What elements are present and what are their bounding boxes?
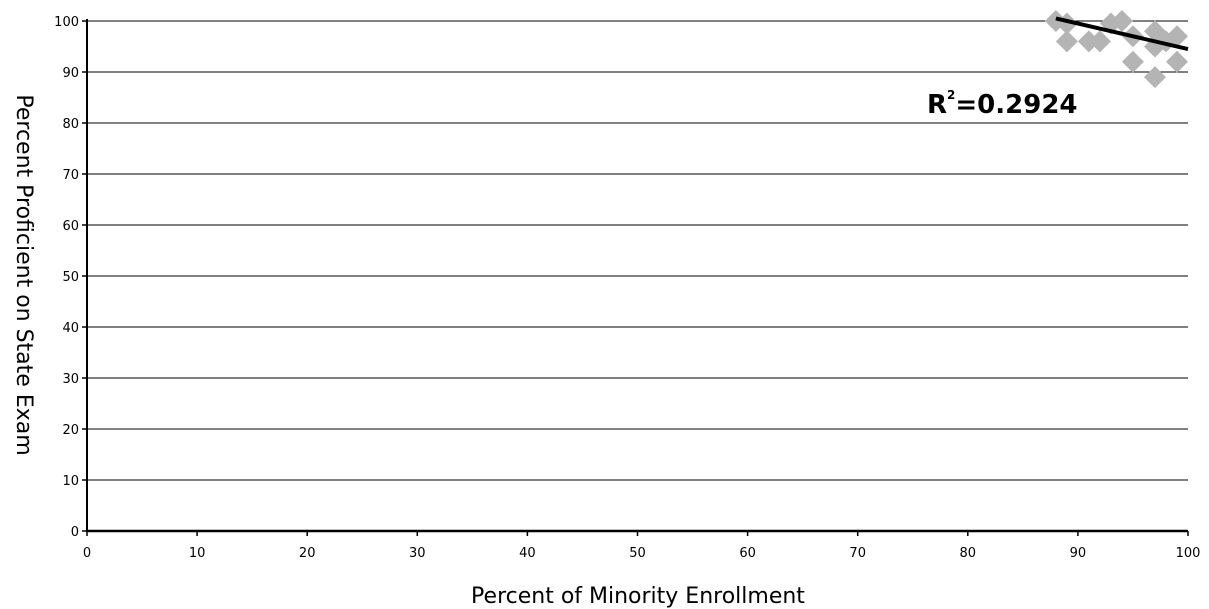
y-tick-label-60: 60 [62,219,79,234]
data-point-11 [1143,66,1166,89]
data-point-2 [1055,30,1078,53]
trendline-group [1055,16,1189,51]
x-axis-ticks: 0 10 20 30 40 50 60 70 80 90 100 [83,531,1201,561]
data-point-3 [1077,30,1100,53]
data-point-1 [1055,12,1078,35]
x-axis-title: Percent of Minority Enrollment [471,584,805,609]
y-tick-label-20: 20 [62,423,79,438]
x-tick-label-40: 40 [519,546,536,561]
axes [86,19,1188,533]
y-tick-label-30: 30 [62,372,79,387]
y-tick-label-10: 10 [62,474,79,489]
x-tick-label-0: 0 [83,546,91,561]
x-tick-label-10: 10 [189,546,206,561]
y-tick-label-0: 0 [71,525,79,540]
r-squared-value: =0.2924 [955,90,1077,120]
data-point-8 [1121,50,1144,73]
x-tick-label-20: 20 [299,546,316,561]
data-point-6 [1110,10,1133,32]
y-tick-label-90: 90 [62,66,79,81]
x-tick-label-70: 70 [849,546,866,561]
data-point-14 [1165,50,1188,73]
r-squared-label: R [927,90,947,120]
y-tick-label-100: 100 [54,15,79,30]
x-tick-label-90: 90 [1070,546,1087,561]
y-tick-label-40: 40 [62,321,79,336]
data-point-4 [1088,30,1111,53]
grid-lines [87,20,1188,481]
y-axis-title: Percent Proficient on State Exam [11,94,36,455]
y-tick-label-50: 50 [62,270,79,285]
x-tick-label-80: 80 [960,546,977,561]
y-tick-label-70: 70 [62,168,79,183]
y-tick-label-80: 80 [62,117,79,132]
r-squared-annotation: R2=0.2924 [927,88,1078,120]
data-point-13 [1165,25,1188,48]
x-tick-label-30: 30 [409,546,426,561]
x-tick-label-50: 50 [629,546,646,561]
r-squared-exponent: 2 [947,88,955,102]
x-tick-label-60: 60 [739,546,756,561]
trendline [1055,16,1189,51]
x-tick-label-100: 100 [1176,546,1201,561]
y-axis-ticks: 0 10 20 30 40 50 60 70 80 90 100 [54,15,87,540]
